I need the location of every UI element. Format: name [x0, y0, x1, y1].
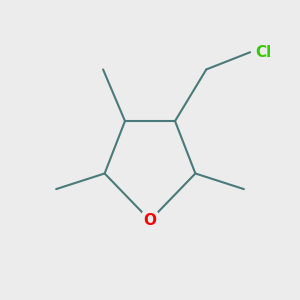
Text: Cl: Cl — [255, 45, 271, 60]
Text: O: O — [143, 213, 157, 228]
